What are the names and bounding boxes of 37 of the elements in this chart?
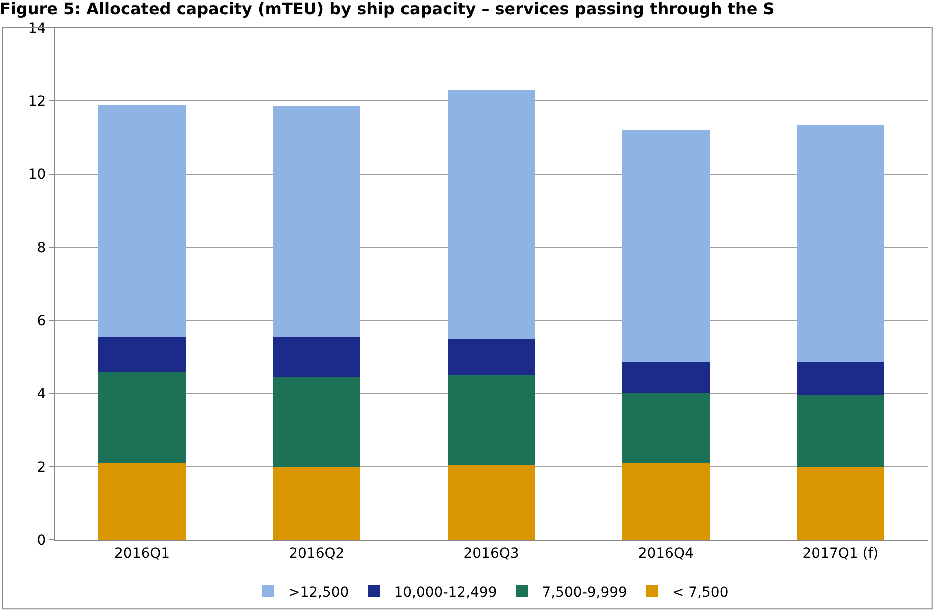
y-tick-label: 0 [37, 532, 46, 549]
bar [448, 465, 536, 540]
y-tick-label: 6 [37, 313, 46, 330]
bar [273, 377, 361, 467]
chart-title: Figure 5: Allocated capacity (mTEU) by ship capacity – services passing through the S [0, 0, 775, 18]
bar [622, 394, 710, 464]
bar [797, 362, 884, 396]
bar [622, 463, 710, 540]
bar [98, 372, 186, 464]
bar [98, 337, 186, 372]
y-tick-label: 12 [28, 94, 46, 110]
x-tick-label: 2016Q4 [638, 546, 694, 562]
x-tick-label: 2017Q1 (f) [802, 546, 879, 562]
bar [273, 337, 361, 378]
x-tick-label: 2016Q2 [289, 546, 345, 562]
bar [797, 396, 884, 467]
y-tick-label: 10 [28, 167, 46, 184]
x-tick-label: 2016Q1 [114, 546, 170, 562]
bar [98, 463, 186, 540]
legend-label: 7,500-9,999 [542, 584, 628, 601]
y-tick-label: 2 [37, 460, 46, 476]
bar [273, 106, 361, 338]
bar [622, 362, 710, 394]
y-tick-label: 4 [37, 386, 46, 403]
bar [797, 124, 884, 363]
bar [448, 90, 536, 339]
legend-label: 10,000-12,499 [394, 584, 498, 601]
legend-label: < 7,500 [672, 584, 729, 601]
bar [448, 338, 536, 376]
bar [622, 130, 710, 363]
bar [98, 104, 186, 338]
bar [273, 466, 361, 540]
x-tick-label: 2016Q3 [464, 546, 520, 562]
bar [797, 466, 884, 540]
bar [448, 375, 536, 466]
y-tick-label: 8 [37, 240, 46, 256]
legend-label: >12,500 [288, 584, 350, 601]
